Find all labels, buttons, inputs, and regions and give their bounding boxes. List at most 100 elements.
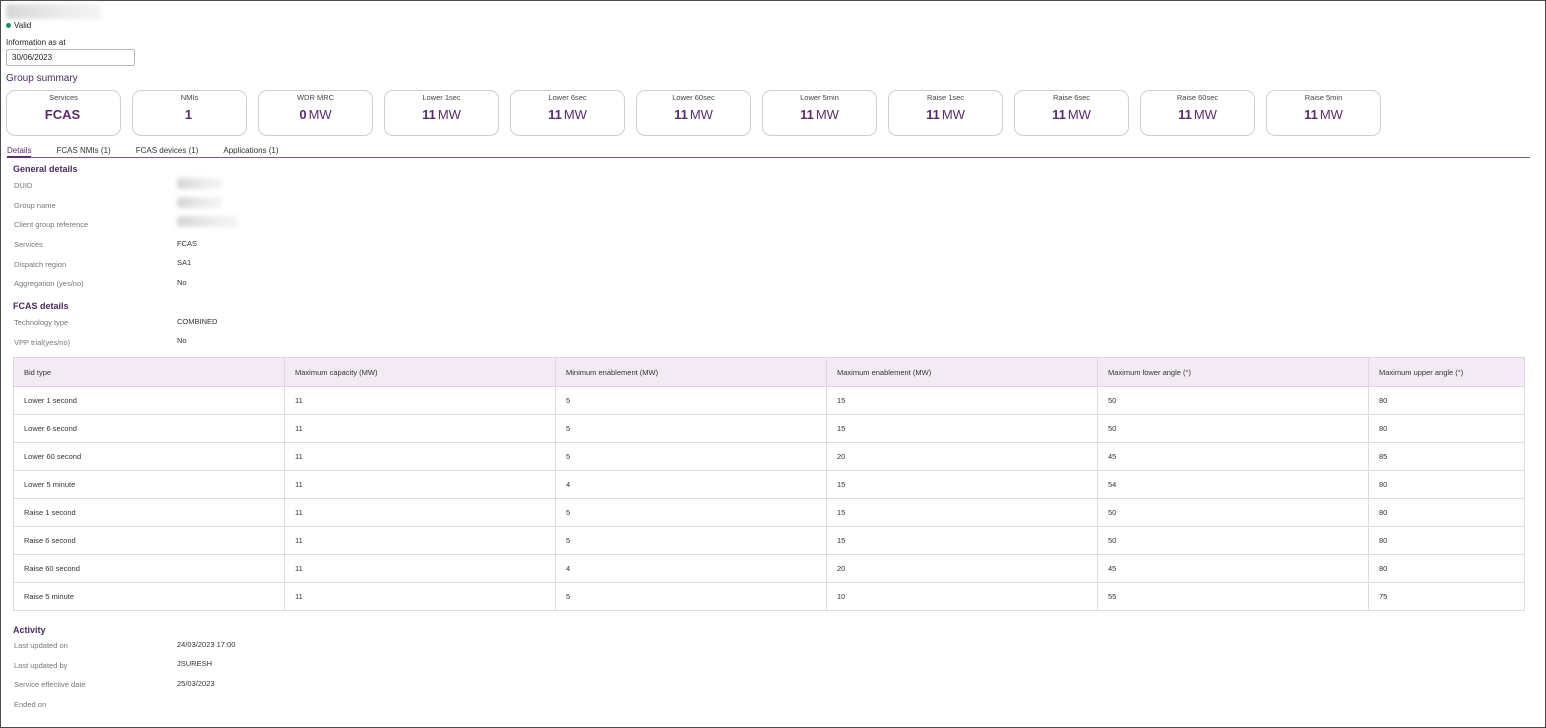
card-label: Raise 60sec bbox=[1176, 93, 1219, 102]
cell-max-capacity: 11 bbox=[284, 442, 556, 471]
cell-max-lower-angle: 45 bbox=[1097, 442, 1369, 471]
card-label: Lower 60sec bbox=[672, 93, 715, 102]
table-row: Lower 1 second 11 5 15 50 80 bbox=[13, 386, 1525, 415]
group-summary-title: Group summary bbox=[6, 73, 78, 84]
cell-max-upper-angle: 80 bbox=[1368, 386, 1525, 415]
tab-details[interactable]: Details bbox=[7, 146, 32, 158]
table-row: Lower 5 minute 11 4 15 54 80 bbox=[13, 470, 1525, 499]
details-tabs: Details FCAS NMIs (1) FCAS devices (1) A… bbox=[7, 146, 1530, 158]
cell-max-enablement: 15 bbox=[826, 498, 1098, 527]
column-header-max-enablement: Maximum enablement (MW) bbox=[826, 357, 1098, 387]
summary-card-wdr-mrc: WDR MRC 0 MW bbox=[258, 90, 373, 136]
cell-max-enablement: 15 bbox=[826, 470, 1098, 499]
column-header-max-capacity: Maximum capacity (MW) bbox=[284, 357, 556, 387]
cell-min-enablement: 5 bbox=[555, 386, 827, 415]
dispatch-region-label: Dispatch region bbox=[14, 260, 67, 269]
services-label: Services bbox=[14, 240, 43, 249]
summary-card-services: Services FCAS bbox=[6, 90, 121, 136]
tab-applications[interactable]: Applications (1) bbox=[223, 146, 279, 155]
cell-min-enablement: 5 bbox=[555, 442, 827, 471]
tab-fcas-devices[interactable]: FCAS devices (1) bbox=[135, 146, 199, 155]
cell-bid-type: Raise 1 second bbox=[13, 498, 285, 527]
card-value: 11 MW bbox=[422, 107, 461, 122]
cell-bid-type: Raise 5 minute bbox=[13, 582, 285, 611]
status-label: Valid bbox=[14, 21, 32, 30]
tab-fcas-nmis[interactable]: FCAS NMIs (1) bbox=[56, 146, 111, 155]
summary-card-nmis: NMIs 1 bbox=[132, 90, 247, 136]
cell-max-enablement: 15 bbox=[826, 414, 1098, 443]
column-header-max-upper-angle: Maximum upper angle (°) bbox=[1368, 357, 1525, 387]
last-updated-on-label: Last updated on bbox=[14, 641, 68, 650]
card-label: Lower 5min bbox=[800, 93, 839, 102]
card-value: 11 MW bbox=[1178, 107, 1217, 122]
vpp-trial-label: VPP trial(yes/no) bbox=[14, 338, 71, 347]
cell-bid-type: Lower 5 minute bbox=[13, 470, 285, 499]
aggregation-label: Aggregation (yes/no) bbox=[14, 279, 84, 288]
cell-max-capacity: 11 bbox=[284, 498, 556, 527]
duid-label: DUID bbox=[14, 181, 33, 190]
last-updated-by-label: Last updated by bbox=[14, 661, 68, 670]
cell-max-enablement: 15 bbox=[826, 386, 1098, 415]
aggregation-value: No bbox=[177, 278, 187, 287]
card-value: 11 MW bbox=[926, 107, 965, 122]
card-value: 11 MW bbox=[1052, 107, 1091, 122]
table-header-row: Bid type Maximum capacity (MW) Minimum e… bbox=[13, 357, 1525, 387]
service-effective-date-value: 25/03/2023 bbox=[177, 679, 215, 688]
card-value: 11 MW bbox=[1304, 107, 1343, 122]
last-updated-on-value: 24/03/2023 17:00 bbox=[177, 640, 236, 649]
card-value: 0 MW bbox=[299, 107, 332, 122]
info-date-label: Information as at bbox=[6, 38, 66, 47]
cell-min-enablement: 5 bbox=[555, 582, 827, 611]
card-value: 11 MW bbox=[800, 107, 839, 122]
cell-bid-type: Lower 60 second bbox=[13, 442, 285, 471]
ended-on-label: Ended on bbox=[14, 700, 47, 709]
dispatch-region-value: SA1 bbox=[177, 258, 192, 267]
cell-bid-type: Lower 6 second bbox=[13, 414, 285, 443]
cell-max-lower-angle: 50 bbox=[1097, 526, 1369, 555]
summary-card-lower-5min: Lower 5min 11 MW bbox=[762, 90, 877, 136]
cell-max-lower-angle: 50 bbox=[1097, 386, 1369, 415]
redacted-title bbox=[6, 4, 101, 19]
cell-max-enablement: 10 bbox=[826, 582, 1098, 611]
group-name-label: Group name bbox=[14, 201, 56, 210]
cell-max-lower-angle: 50 bbox=[1097, 498, 1369, 527]
cell-max-capacity: 11 bbox=[284, 582, 556, 611]
table-row: Raise 1 second 11 5 15 50 80 bbox=[13, 498, 1525, 527]
duid-value-redacted bbox=[177, 178, 222, 189]
card-label: Raise 5min bbox=[1304, 93, 1343, 102]
column-header-min-enablement: Minimum enablement (MW) bbox=[555, 357, 827, 387]
column-header-max-lower-angle: Maximum lower angle (°) bbox=[1097, 357, 1369, 387]
cell-max-lower-angle: 55 bbox=[1097, 582, 1369, 611]
cell-max-lower-angle: 45 bbox=[1097, 554, 1369, 583]
card-value: FCAS bbox=[44, 107, 81, 122]
table-row: Lower 60 second 11 5 20 45 85 bbox=[13, 442, 1525, 471]
card-label: Lower 1sec bbox=[422, 93, 461, 102]
cell-max-enablement: 20 bbox=[826, 442, 1098, 471]
cell-max-capacity: 11 bbox=[284, 386, 556, 415]
info-date-input[interactable] bbox=[6, 49, 135, 66]
technology-type-label: Technology type bbox=[14, 318, 69, 327]
summary-card-lower-6sec: Lower 6sec 11 MW bbox=[510, 90, 625, 136]
service-effective-date-label: Service effective date bbox=[14, 680, 86, 689]
summary-cards: Services FCAS NMIs 1 WDR MRC 0 MW Lower 1… bbox=[6, 90, 1381, 136]
card-value: 1 bbox=[184, 107, 193, 122]
cell-max-lower-angle: 50 bbox=[1097, 414, 1369, 443]
summary-card-lower-1sec: Lower 1sec 11 MW bbox=[384, 90, 499, 136]
column-header-bid-type: Bid type bbox=[13, 357, 285, 387]
cell-max-upper-angle: 80 bbox=[1368, 526, 1525, 555]
summary-card-raise-6sec: Raise 6sec 11 MW bbox=[1014, 90, 1129, 136]
cell-min-enablement: 5 bbox=[555, 414, 827, 443]
services-value: FCAS bbox=[177, 239, 198, 248]
cell-max-capacity: 11 bbox=[284, 470, 556, 499]
card-label: NMIs bbox=[180, 93, 199, 102]
cell-max-lower-angle: 54 bbox=[1097, 470, 1369, 499]
activity-title: Activity bbox=[13, 625, 46, 635]
table-row: Lower 6 second 11 5 15 50 80 bbox=[13, 414, 1525, 443]
cell-min-enablement: 4 bbox=[555, 554, 827, 583]
client-group-reference-label: Client group reference bbox=[14, 220, 89, 229]
summary-card-lower-60sec: Lower 60sec 11 MW bbox=[636, 90, 751, 136]
summary-card-raise-60sec: Raise 60sec 11 MW bbox=[1140, 90, 1255, 136]
group-name-value-redacted bbox=[177, 197, 222, 208]
table-row: Raise 5 minute 11 5 10 55 75 bbox=[13, 582, 1525, 611]
cell-bid-type: Lower 1 second bbox=[13, 386, 285, 415]
